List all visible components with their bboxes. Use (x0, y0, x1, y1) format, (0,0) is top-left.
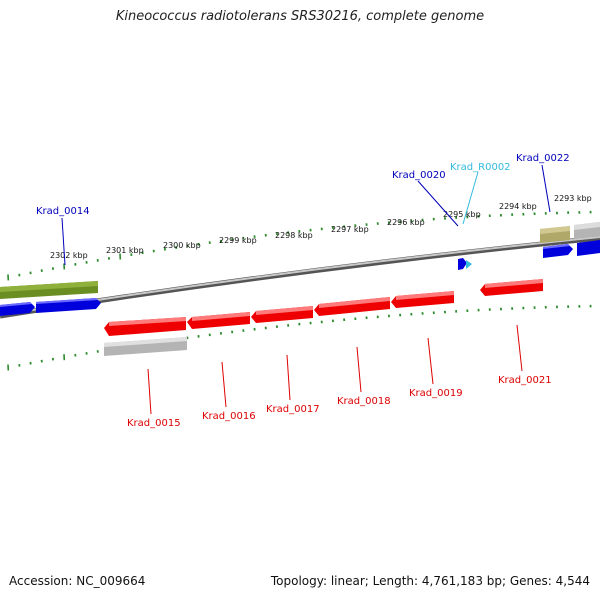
label-krad-0015[interactable]: Krad_0015 (127, 418, 181, 429)
scale-label-2301: 2301 kbp (106, 246, 144, 255)
feature-blue-left[interactable] (0, 298, 101, 316)
cds-krad-0015[interactable] (104, 317, 186, 336)
scale-label-2297: 2297 kbp (331, 225, 369, 234)
genome-title: Kineococcus radiotolerans SRS30216, comp… (0, 9, 600, 24)
rna-krad-r0002[interactable] (458, 258, 472, 270)
leader-krad-0022 (542, 165, 550, 212)
leader-krad-0018 (357, 347, 361, 392)
label-krad-0017[interactable]: Krad_0017 (266, 404, 320, 415)
scale-label-2293: 2293 kbp (554, 194, 592, 203)
scale-label-2296: 2296 kbp (387, 218, 425, 227)
cds-krad-0017[interactable] (251, 306, 313, 323)
scale-label-2302: 2302 kbp (50, 251, 88, 260)
leader-krad-0017 (287, 355, 290, 400)
cds-krad-0019[interactable] (391, 291, 454, 308)
feature-gray-lower[interactable] (104, 337, 187, 356)
genome-summary-text: Topology: linear; Length: 4,761,183 bp; … (271, 574, 590, 588)
cds-krad-0016[interactable] (187, 312, 250, 329)
leader-krad-0015 (148, 369, 151, 414)
label-krad-0018[interactable]: Krad_0018 (337, 396, 391, 407)
scale-label-2295: 2295 kbp (443, 210, 481, 219)
label-krad-0014[interactable]: Krad_0014 (36, 206, 90, 217)
scale-label-2298: 2298 kbp (275, 231, 313, 240)
cds-krad-0018[interactable] (314, 297, 390, 316)
label-krad-0021[interactable]: Krad_0021 (498, 375, 552, 386)
label-krad-0022[interactable]: Krad_0022 (516, 153, 570, 164)
leader-krad-0021 (517, 325, 522, 371)
accession-text: Accession: NC_009664 (9, 574, 145, 588)
leader-krad-0019 (428, 338, 433, 384)
cds-krad-0021[interactable] (480, 279, 543, 296)
feature-khaki-right[interactable] (540, 226, 570, 243)
feature-olive-left[interactable] (0, 281, 98, 299)
scale-label-2294: 2294 kbp (499, 202, 537, 211)
leader-krad-0016 (222, 362, 226, 407)
label-krad-0016[interactable]: Krad_0016 (202, 411, 256, 422)
label-krad-0020[interactable]: Krad_0020 (392, 170, 446, 181)
scale-label-2299: 2299 kbp (219, 236, 257, 245)
label-krad-r0002[interactable]: Krad_R0002 (450, 162, 511, 173)
label-krad-0019[interactable]: Krad_0019 (409, 388, 463, 399)
feature-gray-right[interactable] (574, 222, 600, 239)
scale-label-2300: 2300 kbp (163, 241, 201, 250)
